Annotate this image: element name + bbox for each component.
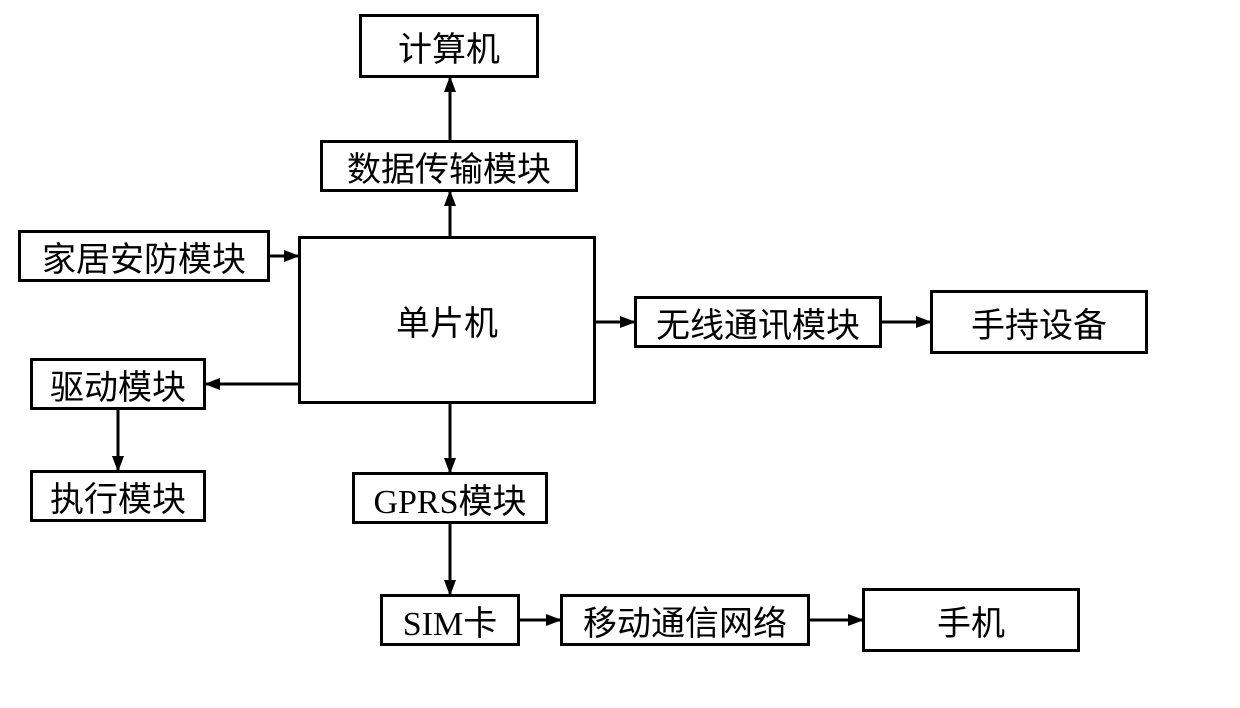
label: 家居安防模块 xyxy=(42,232,246,281)
node-data-transfer: 数据传输模块 xyxy=(320,140,578,192)
label: SIM卡 xyxy=(403,596,497,645)
node-driver: 驱动模块 xyxy=(30,358,206,410)
node-computer: 计算机 xyxy=(359,14,539,78)
node-phone: 手机 xyxy=(862,588,1080,652)
node-sim: SIM卡 xyxy=(380,594,520,646)
node-gprs: GPRS模块 xyxy=(352,472,548,524)
label: 执行模块 xyxy=(50,472,186,521)
node-handheld: 手持设备 xyxy=(930,290,1148,354)
label: 驱动模块 xyxy=(50,360,186,409)
node-home-security: 家居安防模块 xyxy=(18,230,270,282)
node-wireless: 无线通讯模块 xyxy=(634,296,882,348)
label: 数据传输模块 xyxy=(347,142,551,191)
node-mobile-network: 移动通信网络 xyxy=(560,594,810,646)
label: 计算机 xyxy=(398,22,500,71)
label: 手持设备 xyxy=(971,298,1107,347)
label: GPRS模块 xyxy=(373,474,526,523)
label: 手机 xyxy=(937,596,1005,645)
label: 无线通讯模块 xyxy=(656,298,860,347)
node-mcu: 单片机 xyxy=(298,236,596,404)
node-executor: 执行模块 xyxy=(30,470,206,522)
label: 移动通信网络 xyxy=(583,596,787,645)
label: 单片机 xyxy=(396,296,498,345)
